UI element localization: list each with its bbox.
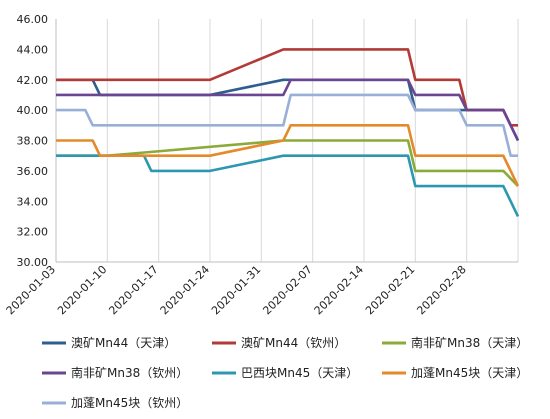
legend-label: 加蓬Mn45块（天津） — [411, 366, 528, 380]
y-tick-label: 40.00 — [17, 104, 49, 117]
y-tick-label: 46.00 — [17, 13, 49, 26]
y-tick-label: 36.00 — [17, 165, 49, 178]
y-tick-label: 30.00 — [17, 256, 49, 269]
y-tick-label: 44.00 — [17, 43, 49, 56]
x-tick-labels: 2020-01-032020-01-102020-01-172020-01-24… — [4, 263, 469, 317]
x-tick-label: 2020-01-31 — [209, 263, 263, 317]
series-line-5 — [56, 154, 520, 217]
x-tick-label: 2020-01-10 — [55, 263, 109, 317]
x-tick-label: 2020-02-21 — [363, 263, 417, 317]
legend-label: 澳矿Mn44（天津） — [71, 336, 176, 350]
y-tick-labels: 30.00 32.00 34.00 36.00 38.00 40.00 42.00 44.00… — [17, 13, 49, 269]
series-line-3 — [56, 139, 519, 188]
legend-label: 巴西块Mn45（天津） — [241, 366, 358, 380]
y-tick-label: 32.00 — [17, 226, 49, 239]
legend-label: 南非矿Mn38（钦州） — [71, 365, 188, 380]
x-tick-label: 2020-02-14 — [312, 263, 366, 317]
x-tick-label: 2020-01-17 — [106, 263, 160, 317]
series-line-4 — [56, 78, 520, 142]
y-tick-label: 42.00 — [17, 74, 49, 87]
x-tick-label: 2020-01-03 — [4, 263, 58, 317]
y-tick-label: 38.00 — [17, 135, 49, 148]
y-tick-label: 34.00 — [17, 195, 49, 208]
x-tick-label: 2020-01-24 — [158, 263, 212, 317]
legend: 澳矿Mn44（天津） 澳矿Mn44（钦州） 南非矿Mn38（天津） 南非矿Mn38（钦… — [42, 335, 528, 410]
legend-label: 南非矿Mn38（天津） — [411, 335, 528, 350]
legend-label: 澳矿Mn44（钦州） — [241, 336, 346, 350]
series-lines — [56, 48, 520, 217]
legend-label: 加蓬Mn45块（钦州） — [71, 396, 188, 410]
x-tick-label: 2020-02-07 — [260, 263, 314, 317]
series-line-6 — [56, 124, 520, 187]
x-tick-label: 2020-02-28 — [414, 263, 468, 317]
series-line-7 — [56, 93, 518, 157]
